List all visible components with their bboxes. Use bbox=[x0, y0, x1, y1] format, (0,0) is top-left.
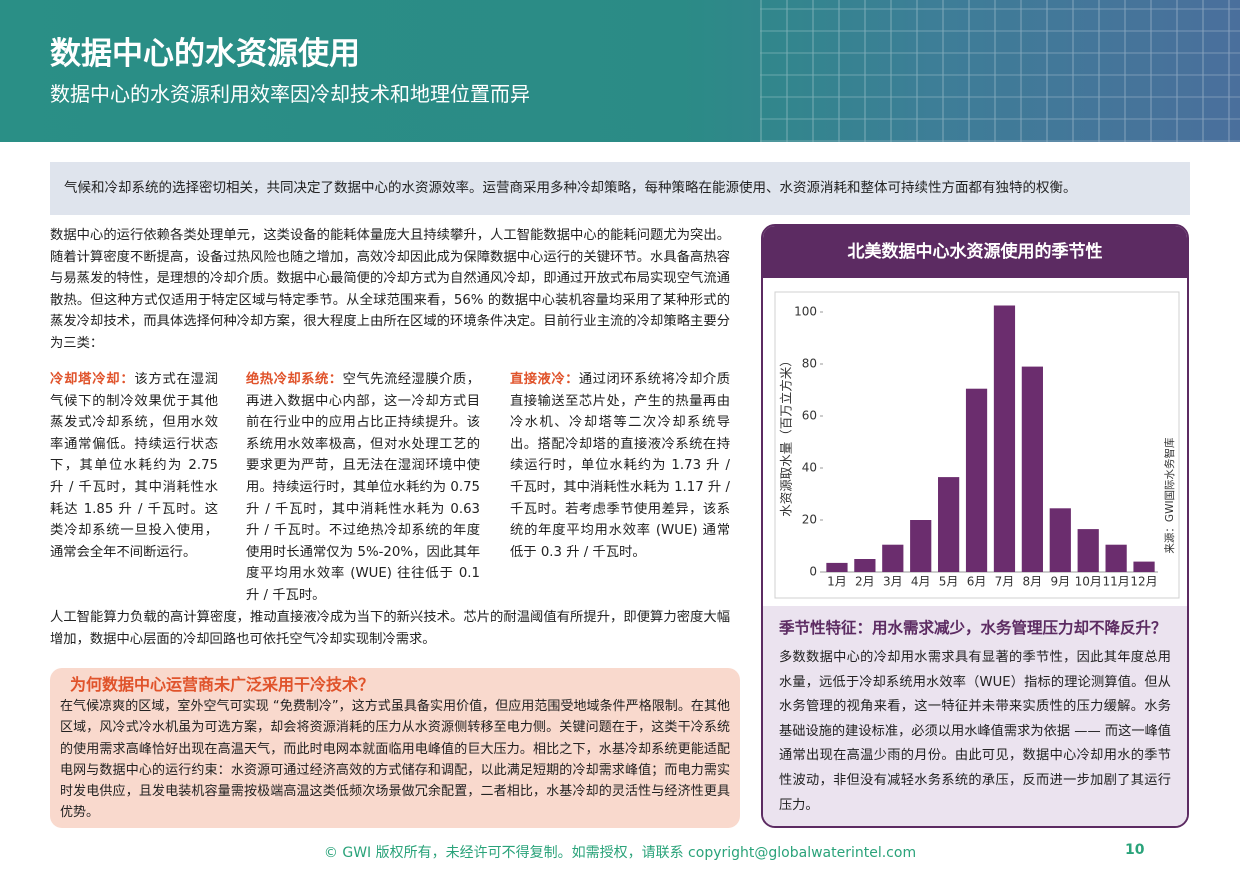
bar bbox=[965, 388, 988, 572]
x-tick-label: 2月 bbox=[855, 575, 875, 589]
x-tick-label: 3月 bbox=[883, 575, 903, 589]
callout-title: 为何数据中心运营商未广泛采用干冷技术？ bbox=[70, 675, 375, 694]
column-text: 通过闭环系统将冷却介质直接输送至芯片处，产生的热量再由冷水机、冷却塔等二次冷却系… bbox=[510, 372, 731, 560]
y-tick-label: 100 bbox=[794, 305, 817, 319]
x-tick-label: 12月 bbox=[1130, 575, 1157, 589]
page-number: 10 bbox=[1125, 842, 1145, 858]
header-pattern bbox=[760, 0, 1240, 142]
column-text: 空气先流经湿膜介质，再进入数据中心内部，这一冷却方式目前在行业中的应用占比正持续… bbox=[246, 372, 481, 603]
column: 冷却塔冷却：该方式在湿润气候下的制冷效果优于其他蒸发式冷却系统，但用水效率通常偏… bbox=[50, 369, 218, 563]
sidebar-title: 季节性特征：用水需求减少，水务管理压力却不降反升？ bbox=[779, 619, 1167, 637]
column-text: 该方式在湿润气候下的制冷效果优于其他蒸发式冷却系统，但用水效率通常偏低。持续运行… bbox=[50, 372, 219, 560]
y-axis-label: 水资源取水量（百万立方米） bbox=[779, 354, 794, 517]
column: 绝热冷却系统：空气先流经湿膜介质，再进入数据中心内部，这一冷却方式目前在行业中的… bbox=[246, 369, 480, 607]
x-tick-label: 1月 bbox=[827, 575, 847, 589]
x-tick-label: 8月 bbox=[1023, 575, 1043, 589]
y-tick-label: 0 bbox=[809, 565, 817, 579]
x-tick-label: 5月 bbox=[939, 575, 959, 589]
source-note: 来源：GWI国际水务智库 bbox=[1163, 437, 1176, 553]
sidebar-text: 多数数据中心的冷却用水需求具有显著的季节性，因此其年度总用水量，远低于冷却系统用… bbox=[779, 650, 1171, 813]
sidebar-box: 季节性特征：用水需求减少，水务管理压力却不降反升？ 多数数据中心的冷却用水需求具… bbox=[763, 606, 1187, 826]
bar bbox=[826, 562, 848, 572]
callout-box: 为何数据中心运营商未广泛采用干冷技术？ 在气候凉爽的区域，室外空气可实现 “免费… bbox=[50, 668, 740, 828]
intro-box: 气候和冷却系统的选择密切相关，共同决定了数据中心的水资源效率。运营商采用多种冷却… bbox=[50, 162, 1190, 215]
bar bbox=[854, 559, 876, 572]
page-subtitle: 数据中心的水资源利用效率因冷却技术和地理位置而异 bbox=[50, 82, 530, 106]
x-tick-label: 6月 bbox=[967, 575, 987, 589]
bar bbox=[1049, 508, 1071, 572]
chart: 0 20 40 60 80 100 水资源取水量（百万立方米） 来源：GWI国际水务智库 1月 2… bbox=[774, 291, 1180, 599]
column: 直接液冷：通过闭环系统将冷却介质直接输送至芯片处，产生的热量再由冷水机、冷却塔等… bbox=[510, 369, 730, 563]
x-tick-label: 11月 bbox=[1102, 575, 1129, 589]
page-title: 数据中心的水资源使用 bbox=[50, 36, 360, 72]
y-tick-label: 20 bbox=[802, 513, 817, 527]
bar bbox=[993, 305, 1016, 572]
bar bbox=[1021, 366, 1043, 572]
bar bbox=[910, 520, 932, 572]
x-tick-label: 7月 bbox=[995, 575, 1015, 589]
bar bbox=[1077, 529, 1099, 572]
bar bbox=[1133, 561, 1155, 572]
footer: © GWI 版权所有，未经许可不得复制。如需授权，请联系 copyright@g… bbox=[323, 845, 917, 861]
header-banner: 数据中心的水资源使用 数据中心的水资源利用效率因冷却技术和地理位置而异 bbox=[0, 0, 1240, 142]
x-tick-label: 4月 bbox=[911, 575, 931, 589]
y-tick-label: 80 bbox=[802, 357, 817, 371]
column-heading: 直接液冷： bbox=[510, 372, 579, 387]
y-tick-label: 60 bbox=[802, 409, 817, 423]
bar bbox=[882, 544, 904, 572]
bar bbox=[1105, 544, 1127, 572]
body-paragraph: 数据中心的运行依赖各类处理单元，这类设备的能耗体量庞大且持续攀升，人工智能数据中… bbox=[50, 228, 730, 351]
chart-panel: 北美数据中心水资源使用的季节性 0 20 40 60 80 100 水资源取水量（百万立方米… bbox=[761, 224, 1189, 828]
y-tick-label: 40 bbox=[802, 461, 817, 475]
bar bbox=[938, 477, 960, 572]
column-heading: 绝热冷却系统： bbox=[246, 372, 343, 387]
column-heading: 冷却塔冷却： bbox=[50, 372, 135, 387]
x-tick-label: 10月 bbox=[1075, 575, 1102, 589]
callout-text: 在气候凉爽的区域，室外空气可实现 “免费制冷”，这方式虽具备实用价值，但应用范围… bbox=[60, 699, 730, 821]
body-paragraph: 人工智能算力负载的高计算密度，推动直接液冷成为当下的新兴技术。芯片的耐温阈值有所… bbox=[50, 610, 730, 647]
x-tick-label: 9月 bbox=[1050, 575, 1070, 589]
chart-title: 北美数据中心水资源使用的季节性 bbox=[763, 226, 1187, 278]
